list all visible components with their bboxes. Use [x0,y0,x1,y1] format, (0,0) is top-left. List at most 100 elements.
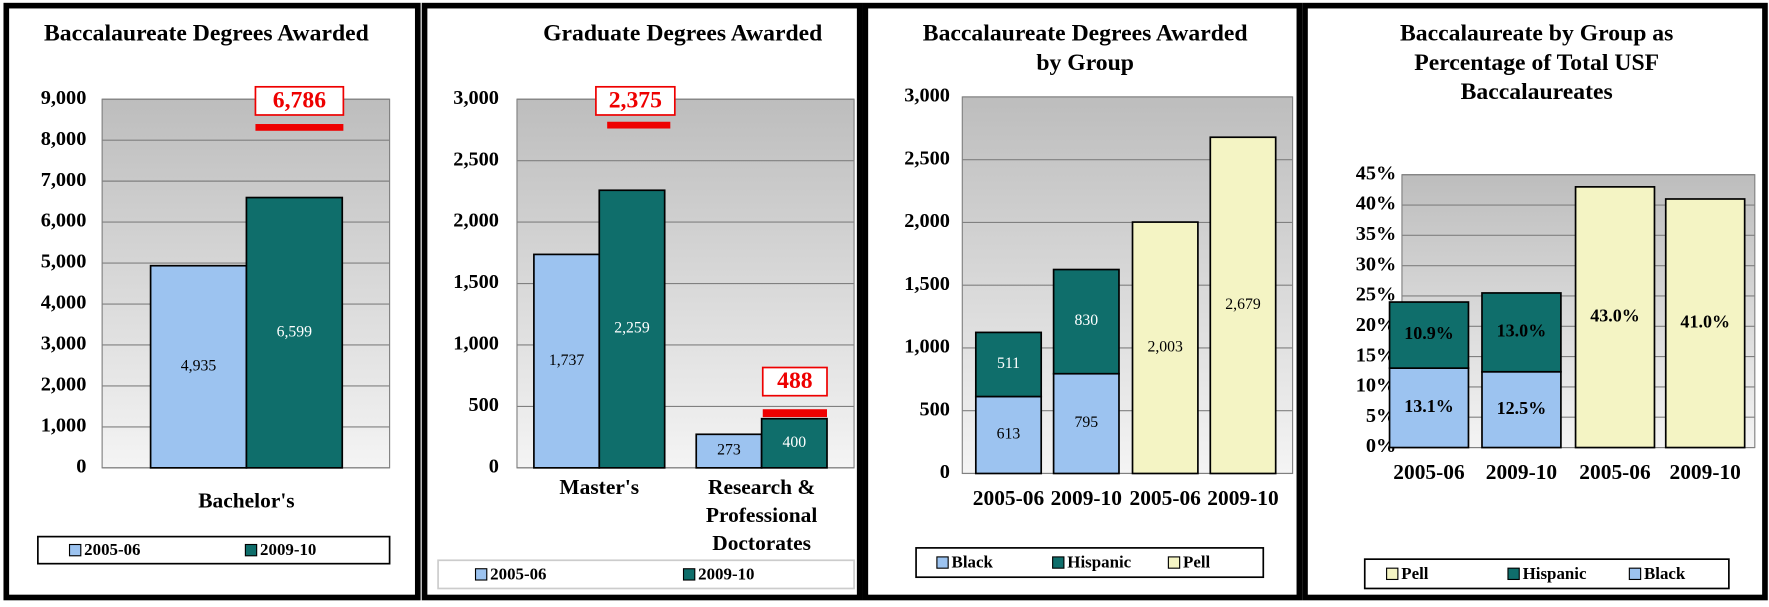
legend-swatch [474,568,488,581]
annotation-text: 488 [777,368,813,394]
y-tick-label: 10% [1356,375,1397,397]
y-tick-label: 2,000 [41,374,87,396]
bar [1574,186,1656,449]
legend-swatch [1167,556,1181,569]
x-tick-label: 2005-06 [972,487,1045,511]
chart-title-box: Graduate Degrees Awarded [543,19,823,47]
x-tick-label: 2009-10 [1485,461,1558,485]
y-tick-label: 25% [1356,284,1397,306]
x-tick-label-box: Master's [559,475,640,500]
bar [598,189,666,469]
bar [1052,268,1120,375]
legend-swatch [244,543,258,557]
bar [533,253,601,469]
y-tick-label: 7,000 [41,169,87,191]
bar [695,433,763,469]
bar [760,417,828,469]
annotation-box [595,85,676,116]
legend-label: 2005-06 [84,540,140,559]
y-tick-label: 2,500 [904,147,950,169]
bar [245,196,344,469]
y-tick-label: 6,000 [41,210,87,232]
y-tick-label: 8,000 [41,128,87,150]
y-tick-label: 2,000 [904,210,950,232]
annotation-box [761,366,828,397]
legend-box [915,547,1265,579]
bar [1388,301,1470,369]
y-tick-label: 45% [1356,162,1397,184]
legend-label: Black [1644,564,1686,583]
x-tick-label-box: 2009-10 [1207,487,1279,511]
chart-title-box: Baccalaureate by Group as Percentage of … [1399,19,1674,105]
legend-label: Hispanic [1067,553,1131,572]
y-tick-label: 4,000 [41,292,87,314]
y-tick-label: 500 [469,394,499,416]
chart-panel: Baccalaureate by Group as Percentage of … [1302,2,1768,601]
chart-panel: Graduate Degrees Awarded 0 500 1,000 1,500 2,… [421,2,863,601]
x-tick-label-box: Research & Professional Doctorates [705,475,818,556]
y-tick-label: 3,000 [41,333,87,355]
chart-title: Baccalaureate Degrees Awarded by Group [922,19,1248,76]
legend-box [1363,558,1730,590]
x-tick-label: 2009-10 [1207,487,1279,511]
y-tick-label: 15% [1356,344,1397,366]
x-tick-label: 2009-10 [1050,487,1122,511]
data-label: 43.0% [1590,305,1640,325]
y-tick-label: 500 [919,398,949,420]
y-tick-label: 2,000 [453,210,499,232]
chart-panel: Baccalaureate Degrees Awarded by Group 0 5… [862,2,1303,601]
y-tick-label: 1,500 [904,273,950,295]
y-tick-label: 30% [1356,253,1397,275]
data-label: 795 [1074,414,1098,431]
data-label: 13.0% [1497,321,1547,341]
x-tick-label-box: 2005-06 [1129,487,1201,511]
y-tick-label: 35% [1356,223,1397,245]
y-tick-label: 0 [76,456,86,478]
y-tick-label: 5,000 [41,251,87,273]
legend-swatch [1052,556,1065,569]
data-label: 511 [997,355,1020,372]
legend-swatch [1628,567,1642,581]
x-tick-label-box: 2009-10 [1485,461,1558,485]
annotation-marker [607,121,671,129]
legend-box [437,559,855,590]
x-tick-label: Master's [559,475,640,500]
chart-panel: Baccalaureate Degrees Awarded 0 1,000 2,000… [3,2,421,601]
bar [1664,198,1746,449]
x-tick-label: Bachelor's [198,489,295,513]
y-tick-label: 1,000 [41,415,87,437]
data-label: 10.9% [1404,323,1454,343]
data-label: 400 [782,434,806,451]
bar [1052,372,1120,475]
chart-title: Graduate Degrees Awarded [543,19,823,47]
legend-swatch [936,556,949,569]
bar [1131,221,1199,475]
y-tick-label: 20% [1356,314,1397,336]
bar [974,331,1043,398]
y-tick-label: 0 [940,461,950,483]
x-tick-label-box: 2005-06 [1393,461,1464,485]
x-tick-label: 2005-06 [1129,487,1201,511]
data-label: 4,935 [181,357,217,374]
legend-label: 2005-06 [490,564,546,583]
x-tick-label-box: 2005-06 [1579,461,1650,485]
data-label: 41.0% [1680,311,1730,331]
data-label: 6,599 [277,323,313,340]
data-label: 13.1% [1404,396,1454,416]
legend-label: Hispanic [1523,564,1587,583]
bar [1209,136,1277,475]
legend-swatch [68,543,82,557]
x-tick-label: 2009-10 [1669,461,1741,485]
legend-swatch [1386,567,1399,581]
y-tick-label: 40% [1356,193,1397,215]
bar [149,264,248,469]
legend-label: Pell [1401,564,1429,583]
y-tick-label: 3,000 [453,87,499,109]
legend-label: 2009-10 [698,564,754,583]
annotation-text: 2,375 [609,87,662,113]
x-tick-label: Research & Professional Doctorates [705,475,818,556]
x-tick-label-box: 2009-10 [1669,461,1741,485]
annotation-box [254,85,345,116]
chart-title: Baccalaureate by Group as Percentage of … [1399,19,1674,105]
y-tick-label: 1,000 [904,336,950,358]
